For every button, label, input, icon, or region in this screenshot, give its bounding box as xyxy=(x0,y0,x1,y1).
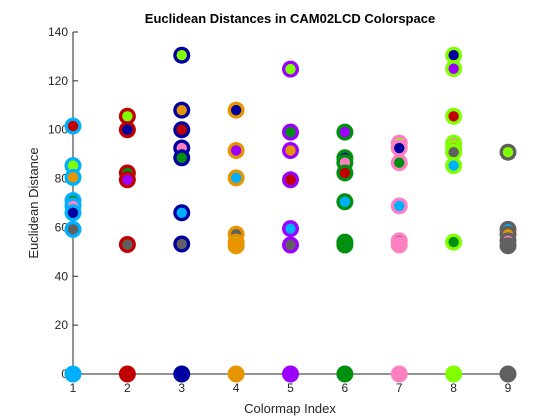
data-point xyxy=(176,50,187,61)
data-point xyxy=(339,126,351,138)
data-point xyxy=(176,124,187,135)
data-point xyxy=(176,104,187,116)
data-point xyxy=(230,104,242,116)
data-point xyxy=(122,239,133,250)
y-tick-label: 140 xyxy=(48,25,68,39)
x-tick-label: 5 xyxy=(287,381,294,395)
x-tick-label: 9 xyxy=(505,381,512,395)
data-point xyxy=(230,240,242,251)
data-point xyxy=(502,240,514,251)
data-point xyxy=(339,167,351,179)
x-tick-label: 7 xyxy=(396,381,403,395)
data-point xyxy=(448,236,459,248)
y-tick-label: 40 xyxy=(55,269,69,283)
data-point xyxy=(176,238,187,250)
data-point xyxy=(502,368,514,380)
data-point xyxy=(67,207,79,218)
data-point xyxy=(122,111,133,122)
data-point xyxy=(122,174,133,185)
data-point xyxy=(285,63,296,75)
x-tick-label: 8 xyxy=(450,381,457,395)
data-point xyxy=(176,368,187,380)
data-point xyxy=(230,368,242,380)
data-point xyxy=(394,368,405,380)
data-point xyxy=(67,224,79,235)
data-point xyxy=(339,239,351,251)
x-tick-label: 6 xyxy=(342,381,349,395)
x-tick-label: 4 xyxy=(233,381,240,395)
data-point xyxy=(67,172,79,183)
data-point xyxy=(339,196,351,207)
data-point xyxy=(67,120,79,132)
data-point xyxy=(285,223,296,234)
data-point xyxy=(176,152,187,164)
data-point xyxy=(67,160,79,171)
data-point xyxy=(448,63,459,74)
y-tick-label: 120 xyxy=(48,74,68,88)
data-point xyxy=(285,126,296,138)
axes: 123456789020406080100120140 xyxy=(48,25,512,395)
x-axis-label: Colormap Index xyxy=(244,401,336,416)
data-point xyxy=(394,157,405,168)
y-tick-label: 20 xyxy=(55,318,69,332)
data-point xyxy=(448,111,459,122)
data-point xyxy=(67,368,79,380)
data-point xyxy=(502,146,514,158)
y-tick-label: 100 xyxy=(48,123,68,137)
data-point xyxy=(448,50,459,61)
data-point xyxy=(448,160,459,171)
data-point xyxy=(448,368,459,380)
data-point xyxy=(176,207,187,218)
data-point xyxy=(285,368,296,380)
data-point xyxy=(448,146,459,158)
data-point xyxy=(394,142,405,154)
chart-title: Euclidean Distances in CAM02LCD Colorspa… xyxy=(145,11,435,26)
data-points xyxy=(64,46,517,383)
y-axis-label: Euclidean Distance xyxy=(26,147,41,258)
data-point xyxy=(230,145,242,156)
data-point xyxy=(339,368,351,380)
data-point xyxy=(285,174,296,185)
data-point xyxy=(394,239,405,251)
data-point xyxy=(285,145,296,156)
data-point xyxy=(122,368,133,380)
data-point xyxy=(122,124,133,135)
x-tick-label: 2 xyxy=(124,381,131,395)
data-point xyxy=(230,172,242,184)
data-point xyxy=(285,239,296,251)
data-point xyxy=(394,200,405,212)
x-tick-label: 1 xyxy=(70,381,77,395)
x-tick-label: 3 xyxy=(178,381,185,395)
